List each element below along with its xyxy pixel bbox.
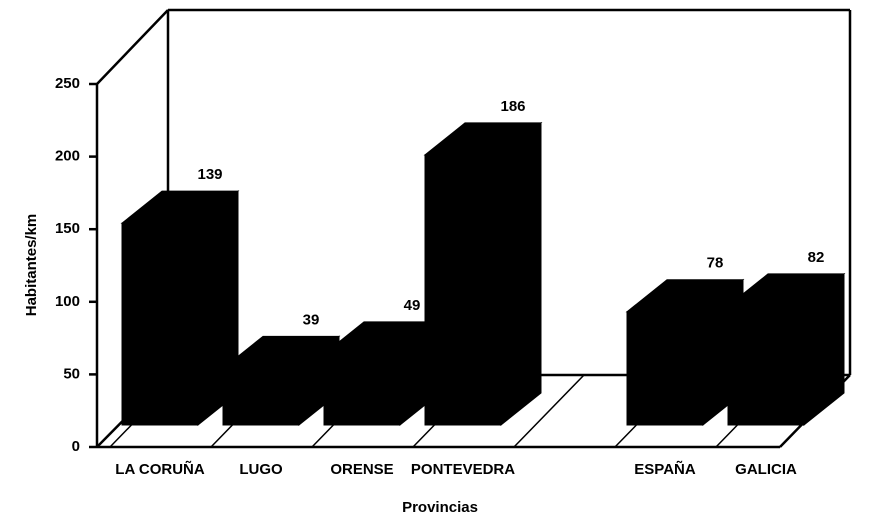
x-tick-label: LUGO [239,461,283,478]
value-label: 39 [303,311,320,328]
bar [726,272,846,427]
y-axis-label: Habitantes/km [23,214,40,317]
bar-front [222,367,300,426]
bar-side [500,121,542,427]
y-tick-label: 150 [55,220,80,237]
x-tick-label: PONTEVEDRA [411,461,515,478]
bar [120,190,240,427]
x-axis-label: Provincias [402,499,478,516]
bar [423,121,543,427]
bar-front [323,353,401,426]
y-tick-label: 200 [55,148,80,165]
x-tick-label: GALICIA [735,461,797,478]
bar-front [424,154,502,426]
x-tick-label: LA CORUÑA [115,460,205,478]
value-label: 49 [404,297,421,314]
bar [625,278,745,427]
bar [221,335,341,427]
value-label: 78 [707,255,724,272]
y-tick-label: 50 [63,365,80,382]
floor-divider [513,374,585,448]
bar-front [626,311,704,426]
x-tick-label: ORENSE [330,461,393,478]
value-label: 186 [500,98,525,115]
value-label: 82 [808,249,825,266]
y-tick-label: 250 [55,75,80,92]
x-tick-label: ESPAÑA [634,460,696,478]
value-label: 139 [197,166,222,183]
y-tick-label: 0 [72,438,80,455]
bar [322,320,442,427]
y-tick-label: 100 [55,293,80,310]
bar-front [121,222,199,426]
bar-front [727,305,805,426]
